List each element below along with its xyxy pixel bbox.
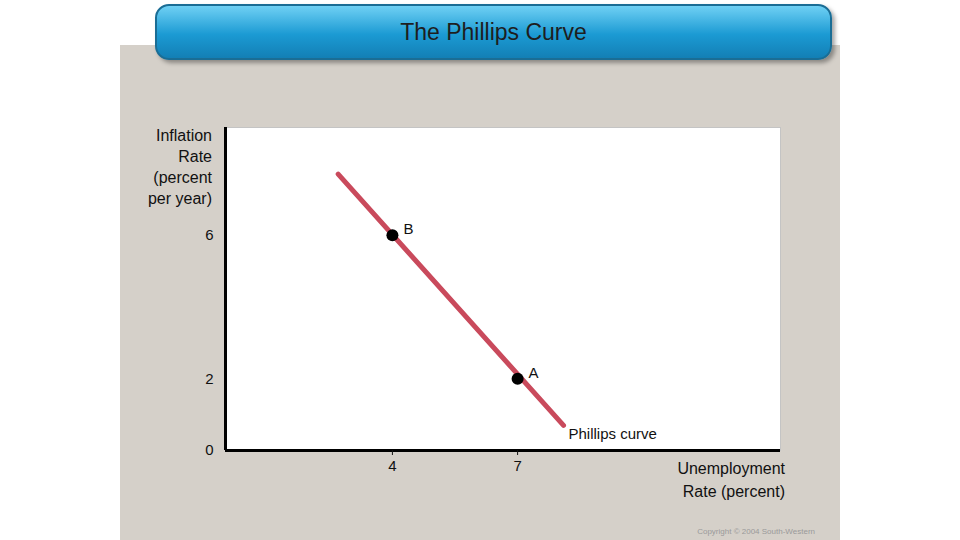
svg-text:0: 0	[205, 441, 213, 458]
svg-text:7: 7	[513, 457, 521, 474]
html-text:Unemployment Rate (percent): Unemployment Rate (percent)	[677, 460, 785, 500]
html-text:Inflation Rate (percent per ye: Inflation Rate (percent per year)	[148, 127, 212, 207]
svg-text:Phillips curve: Phillips curve	[569, 425, 657, 442]
svg-text:B: B	[403, 220, 413, 237]
html-text:Copyright © 2004 South-Western: Copyright © 2004 South-Western	[697, 527, 815, 536]
svg-text:A: A	[529, 364, 539, 381]
svg-text:4: 4	[388, 457, 396, 474]
svg-text:2: 2	[205, 370, 213, 387]
html-text:The Phillips Curve: The Phillips Curve	[400, 19, 587, 45]
svg-text:6: 6	[205, 226, 213, 243]
